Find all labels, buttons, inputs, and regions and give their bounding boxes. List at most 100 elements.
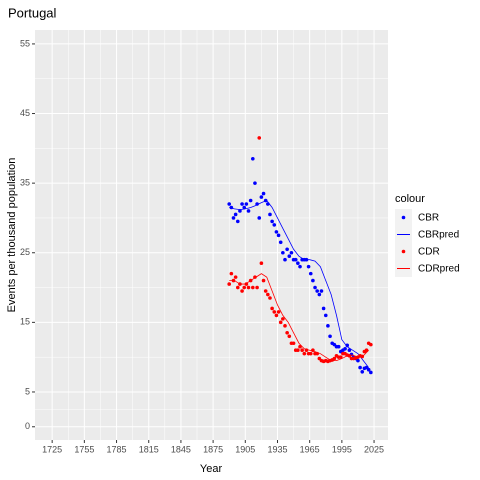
data-point <box>227 282 232 286</box>
data-point <box>343 347 347 351</box>
chart-title: Portugal <box>8 5 57 20</box>
plot-panel <box>35 30 388 440</box>
legend-symbol <box>401 215 406 220</box>
x-tick-label: 1875 <box>203 444 223 454</box>
data-point <box>338 355 343 359</box>
data-point <box>270 306 274 311</box>
data-point <box>248 198 253 203</box>
data-point <box>229 271 234 276</box>
x-tick-label: 2025 <box>364 444 384 454</box>
x-tick-label: 1755 <box>74 444 94 454</box>
data-point <box>298 264 302 269</box>
data-point <box>272 310 277 314</box>
data-point <box>283 257 287 262</box>
y-tick-label: 0 <box>25 421 30 431</box>
data-point <box>285 331 289 335</box>
data-point <box>259 261 264 265</box>
y-tick-label: 25 <box>20 247 30 257</box>
data-point <box>313 285 317 290</box>
y-tick-label: 5 <box>25 386 30 396</box>
data-point <box>276 233 281 238</box>
data-point <box>253 181 257 185</box>
data-point <box>319 289 324 293</box>
y-tick-label: 35 <box>20 178 30 188</box>
data-point <box>261 278 266 283</box>
data-point <box>278 240 283 245</box>
data-point <box>233 212 238 217</box>
data-point <box>317 292 322 297</box>
data-point <box>278 320 283 325</box>
x-axis-label: Year <box>200 463 223 475</box>
legend-label: CDR <box>418 247 440 258</box>
data-point <box>266 292 270 297</box>
data-point <box>268 212 272 217</box>
data-point <box>246 209 251 213</box>
data-point <box>276 310 281 314</box>
data-point <box>244 202 249 206</box>
data-point <box>235 285 240 290</box>
legend-label: CDRpred <box>418 264 460 275</box>
data-point <box>274 313 279 318</box>
data-point <box>285 247 289 252</box>
data-point <box>281 250 285 255</box>
data-point <box>293 257 298 262</box>
data-point <box>240 202 244 206</box>
data-point <box>235 219 240 224</box>
data-point <box>302 351 307 356</box>
y-tick-label: 55 <box>20 38 30 48</box>
data-point <box>336 344 341 349</box>
data-point <box>300 348 304 353</box>
data-point <box>291 341 296 346</box>
data-point <box>255 285 259 290</box>
data-point <box>251 285 255 290</box>
data-point <box>311 278 315 283</box>
legend-label: CBR <box>418 213 439 224</box>
data-point <box>268 296 272 300</box>
data-point <box>360 369 365 374</box>
data-point <box>345 343 350 348</box>
legend-title: colour <box>395 193 425 205</box>
data-point <box>369 342 373 347</box>
data-point <box>321 306 326 311</box>
data-line <box>229 273 369 362</box>
data-point <box>261 191 266 196</box>
data-point <box>358 365 362 370</box>
data-point <box>227 202 232 206</box>
data-point <box>287 334 292 339</box>
data-point <box>332 356 337 361</box>
data-point <box>274 230 279 234</box>
data-point <box>231 216 236 220</box>
data-point <box>233 275 238 279</box>
data-point <box>296 261 300 265</box>
data-point <box>296 348 300 353</box>
data-point <box>369 370 373 375</box>
x-tick-label: 1965 <box>300 444 320 454</box>
data-point <box>242 205 247 210</box>
x-tick-label: 1725 <box>42 444 62 454</box>
data-point <box>272 223 277 227</box>
data-point <box>281 317 285 321</box>
data-point <box>356 358 360 363</box>
data-point <box>347 348 352 353</box>
data-point <box>366 367 371 372</box>
x-tick-label: 1935 <box>267 444 287 454</box>
x-tick-label: 1815 <box>139 444 159 454</box>
data-point <box>251 156 255 161</box>
y-tick-label: 45 <box>20 108 30 118</box>
data-point <box>246 285 251 290</box>
legend-symbol <box>401 249 406 254</box>
data-point <box>283 324 287 328</box>
data-point <box>308 271 313 276</box>
data-point <box>308 351 313 356</box>
data-point <box>240 289 244 293</box>
data-point <box>315 289 319 293</box>
data-point <box>242 285 247 290</box>
data-point <box>270 219 274 224</box>
data-point <box>257 136 262 140</box>
data-point <box>306 264 311 269</box>
data-point <box>287 254 292 259</box>
y-axis-label: Events per thousand population <box>6 158 18 313</box>
x-tick-label: 1845 <box>171 444 191 454</box>
y-tick-label: 15 <box>20 317 30 327</box>
